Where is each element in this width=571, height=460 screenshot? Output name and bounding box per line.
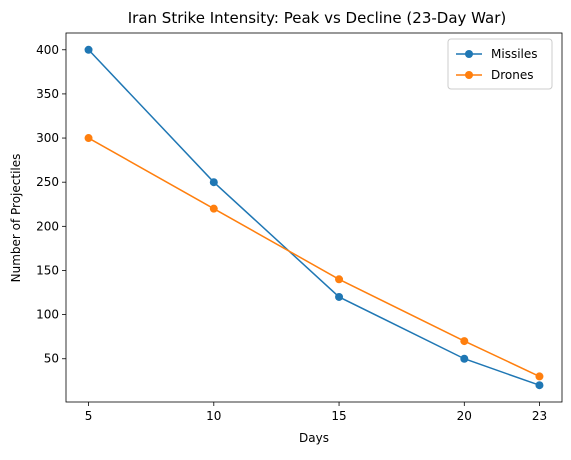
missiles-point <box>209 178 218 187</box>
y-tick-label: 100 <box>36 308 59 322</box>
axes-frame <box>65 32 563 403</box>
drones-point <box>209 204 218 213</box>
x-tick-label: 10 <box>206 409 221 423</box>
x-tick-label: 15 <box>331 409 346 423</box>
missiles-point <box>460 354 469 363</box>
y-tick-label: 50 <box>44 352 59 366</box>
y-tick-label: 300 <box>36 131 59 145</box>
legend-missiles-label: Missiles <box>491 47 538 61</box>
y-tick-label: 250 <box>36 175 59 189</box>
missiles-line <box>88 49 540 386</box>
drones-point <box>84 134 93 143</box>
legend-drones-label: Drones <box>491 68 534 82</box>
drones-point <box>460 337 469 346</box>
missiles-point <box>335 292 344 301</box>
plot-area: 5 10 15 20 23 50 100 150 200 250 300 350 400 <box>36 32 563 423</box>
legend-drones-marker <box>465 71 473 79</box>
x-axis-label: Days <box>299 431 329 445</box>
drones-line <box>88 137 540 378</box>
drones-point <box>535 372 544 381</box>
drones-point <box>335 275 344 284</box>
y-tick-label: 350 <box>36 87 59 101</box>
missiles-point <box>535 381 544 390</box>
x-tick-label: 23 <box>532 409 547 423</box>
x-tick-label: 5 <box>85 409 93 423</box>
legend-missiles-marker <box>465 50 473 58</box>
y-tick-label: 150 <box>36 263 59 277</box>
y-tick-label: 400 <box>36 43 59 57</box>
x-tick-label: 20 <box>457 409 472 423</box>
chart-title: Iran Strike Intensity: Peak vs Decline (… <box>128 9 507 27</box>
legend-box <box>447 38 553 90</box>
legend: Missiles Drones <box>447 38 553 90</box>
y-tick-label: 200 <box>36 219 59 233</box>
missiles-point <box>84 45 93 54</box>
y-axis-label: Number of Projectiles <box>9 154 23 283</box>
